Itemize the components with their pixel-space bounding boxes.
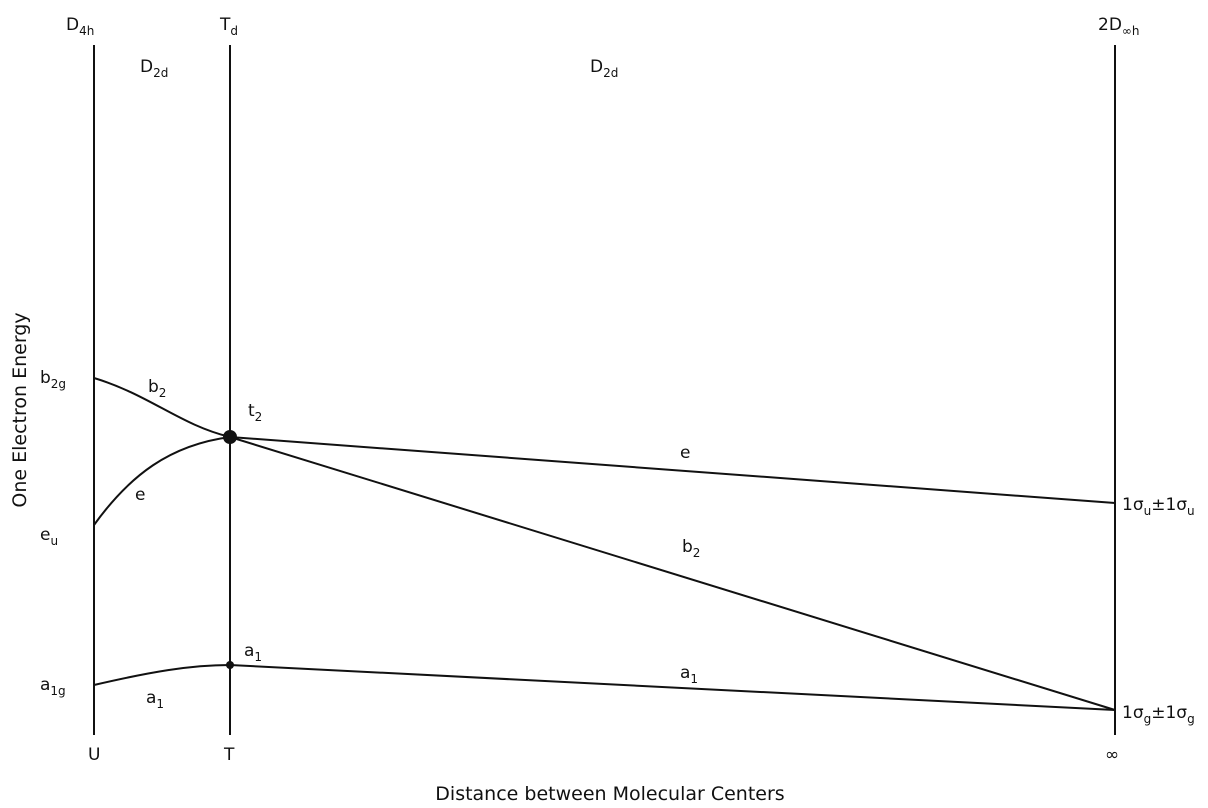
e-curve: [93, 435, 1116, 526]
text: 1: [254, 650, 262, 664]
a1g-label: a1g: [40, 675, 66, 698]
y-axis-title: One Electron Energy: [9, 312, 31, 507]
lower-right-label: 1σg±1σg: [1122, 703, 1195, 726]
text: u: [50, 534, 58, 548]
text: 1: [690, 672, 698, 686]
d4h-label: D4h: [66, 15, 94, 38]
x-axis-title: Distance between Molecular Centers: [435, 783, 784, 805]
text: u: [1144, 504, 1152, 518]
eu-label: eu: [40, 525, 58, 548]
dinfh-label: 2D∞h: [1098, 15, 1140, 38]
text: a: [146, 688, 156, 708]
text: 2D: [1098, 15, 1122, 35]
text: e: [40, 525, 50, 545]
td-label: Td: [219, 15, 238, 38]
text: 1: [156, 697, 164, 711]
d2d-left-label: D2d: [140, 57, 168, 80]
text: D: [140, 57, 153, 77]
text: b: [682, 537, 693, 557]
d2d-right-label: D2d: [590, 57, 618, 80]
b2g-label: b2g: [40, 368, 66, 391]
a1-left-label: a1: [146, 688, 164, 711]
text: 2: [693, 546, 701, 560]
text: t: [248, 401, 255, 421]
text: 2d: [603, 66, 618, 80]
t2-point: [223, 430, 237, 444]
b2-right-label: b2: [682, 537, 700, 560]
text: 2: [159, 386, 167, 400]
text: ±1σ: [1151, 495, 1187, 515]
text: 1σ: [1122, 495, 1144, 515]
text: b: [40, 368, 51, 388]
text: u: [1187, 504, 1195, 518]
upper-right-label: 1σu±1σu: [1122, 495, 1195, 518]
text: 2d: [153, 66, 168, 80]
e-left-label: e: [135, 485, 145, 505]
inf-label: ∞: [1105, 745, 1119, 765]
text: D: [590, 57, 603, 77]
text: 2: [255, 410, 263, 424]
a1-td-label: a1: [244, 641, 262, 664]
e-right-label: e: [680, 443, 690, 463]
t2-label: t2: [248, 401, 262, 424]
b2-left-label: b2: [148, 377, 166, 400]
text: a: [40, 675, 50, 695]
u-label: U: [88, 745, 100, 765]
a1-right-label: a1: [680, 663, 698, 686]
text: 4h: [79, 24, 94, 38]
text: g: [1144, 712, 1152, 726]
text: g: [1187, 712, 1195, 726]
text: 2g: [51, 377, 66, 391]
t-label: T: [223, 745, 235, 765]
text: 1g: [50, 684, 65, 698]
text: a: [680, 663, 690, 683]
text: b: [148, 377, 159, 397]
text: ∞h: [1122, 24, 1140, 38]
text: 1σ: [1122, 703, 1144, 723]
text: d: [230, 24, 238, 38]
text: D: [66, 15, 79, 35]
a1-curve: [93, 663, 1116, 711]
text: a: [244, 641, 254, 661]
text: T: [219, 15, 231, 35]
b2-curve: [93, 377, 1116, 711]
text: ±1σ: [1151, 703, 1187, 723]
a1-point: [226, 661, 234, 669]
